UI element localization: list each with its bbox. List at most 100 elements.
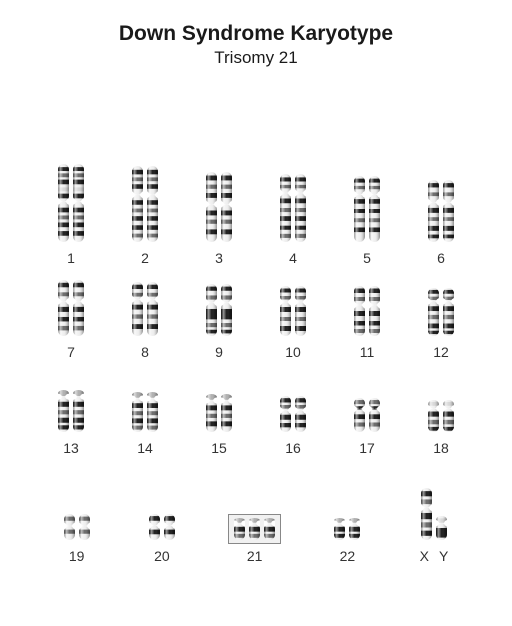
chromosome-icon [349,518,360,540]
chromosome-pair-7: 7 [58,280,84,360]
chromosome-label: 4 [289,250,297,266]
chromosome-pair [234,518,275,540]
chromosome-pair-6: 6 [428,180,454,266]
chromosome-icon [147,392,158,432]
chromosome-label: 8 [141,344,149,360]
chromosome-pair-3: 3 [206,172,232,266]
diagram-subtitle: Trisomy 21 [0,48,512,68]
chromosome-pair-17: 17 [354,398,380,456]
chromosome-icon [132,166,143,242]
chromosome-icon [206,394,217,432]
chromosome-pair [354,176,380,242]
chromosome-label: 13 [63,440,79,456]
chromosome-icon [147,166,158,242]
chromosome-pair-14: 14 [132,392,158,456]
karyotype-row: 19202122XY [0,488,512,564]
chromosome-icon [354,398,365,432]
chromosome-icon [295,396,306,432]
chromosome-pair [280,286,306,336]
chromosome-icon [264,518,275,540]
chromosome-icon [58,280,69,336]
chromosome-pair [428,400,454,432]
chromosome-icon [295,174,306,242]
chromosome-icon [443,288,454,336]
chromosome-icon [280,286,291,336]
chromosome-icon [354,176,365,242]
chromosome-pair-21: 21 [234,518,275,564]
title-block: Down Syndrome Karyotype Trisomy 21 [0,0,512,68]
chromosome-pair-1: 1 [58,164,84,266]
chromosome-label: 14 [137,440,153,456]
chromosome-pair [354,398,380,432]
chromosome-icon [64,514,75,540]
chromosome-pair [421,488,447,540]
chromosome-icon [443,400,454,432]
chromosome-icon [73,280,84,336]
chromosome-pair [58,390,84,432]
chromosome-pair-13: 13 [58,390,84,456]
chromosome-pair-10: 10 [280,286,306,360]
chromosome-pair-20: 20 [149,514,175,564]
chromosome-icon [221,172,232,242]
chromosome-pair-5: 5 [354,176,380,266]
chromosome-label: 18 [433,440,449,456]
chromosome-pair [280,174,306,242]
chromosome-label: 11 [360,344,375,360]
chromosome-pair-X: XY [420,488,449,564]
chromosome-icon [249,518,260,540]
chromosome-label: 21 [247,548,263,564]
chromosome-icon [79,514,90,540]
chromosome-pair-12: 12 [428,288,454,360]
chromosome-label: 9 [215,344,223,360]
chromosome-icon [369,286,380,336]
chromosome-icon [436,516,447,540]
chromosome-icon [221,284,232,336]
chromosome-icon [206,284,217,336]
chromosome-icon [164,514,175,540]
chromosome-icon [428,400,439,432]
chromosome-icon [369,398,380,432]
chromosome-icon [428,180,439,242]
chromosome-icon [234,518,245,540]
chromosome-pair [132,392,158,432]
chromosome-label: 12 [433,344,449,360]
chromosome-pair [58,164,84,242]
chromosome-pair [206,284,232,336]
chromosome-label: 15 [211,440,227,456]
chromosome-icon [334,518,345,540]
chromosome-icon [428,288,439,336]
chromosome-icon [73,390,84,432]
chromosome-icon [280,174,291,242]
chromosome-icon [206,172,217,242]
chromosome-pair-15: 15 [206,394,232,456]
chromosome-icon [58,164,69,242]
chromosome-label: 17 [359,440,375,456]
chromosome-icon [421,488,432,540]
chromosome-label: 20 [154,548,170,564]
chromosome-icon [147,282,158,336]
chromosome-pair-18: 18 [428,400,454,456]
chromosome-pair [428,288,454,336]
chromosome-icon [369,176,380,242]
chromosome-label: 16 [285,440,301,456]
chromosome-pair [64,514,90,540]
chromosome-pair [206,172,232,242]
diagram-title: Down Syndrome Karyotype [0,22,512,46]
chromosome-label: 6 [437,250,445,266]
chromosome-label: 10 [285,344,301,360]
chromosome-pair [280,396,306,432]
chromosome-pair [132,282,158,336]
karyotype-row: 123456 [0,164,512,266]
chromosome-icon [354,286,365,336]
chromosome-pair-9: 9 [206,284,232,360]
chromosome-pair-8: 8 [132,282,158,360]
chromosome-pair [334,518,360,540]
chromosome-icon [443,180,454,242]
chromosome-pair [132,166,158,242]
chromosome-icon [58,390,69,432]
chromosome-pair [149,514,175,540]
chromosome-icon [280,396,291,432]
chromosome-icon [149,514,160,540]
chromosome-icon [73,164,84,242]
chromosome-label: 5 [363,250,371,266]
